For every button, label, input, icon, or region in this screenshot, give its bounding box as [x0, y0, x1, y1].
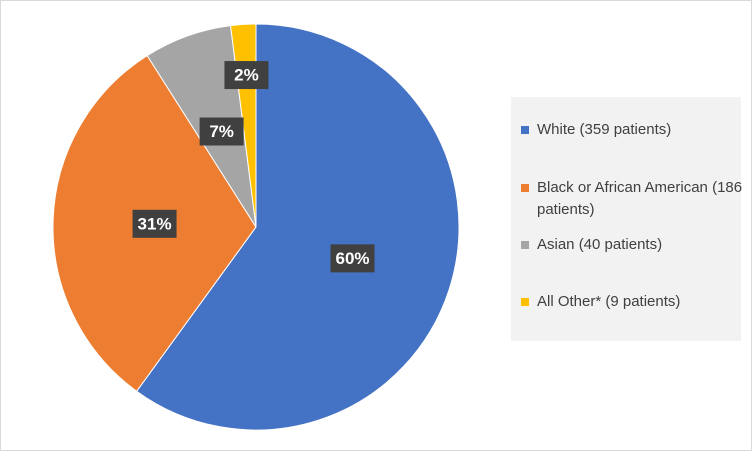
data-label-box [199, 117, 244, 146]
legend-swatch [521, 241, 529, 249]
legend-text: Asian (40 patients) [537, 236, 663, 253]
data-label-box [330, 244, 375, 273]
legend-text: White (359 patients) [537, 121, 672, 138]
legend-text: All Other* (9 patients) [537, 293, 681, 310]
data-label-text: 31% [138, 214, 172, 233]
legend: White (359 patients) Black or African Ame… [511, 97, 742, 341]
legend-text: Black or African American (186 patients) [537, 179, 743, 218]
data-label-text: 60% [336, 249, 370, 268]
pie-slice [135, 23, 460, 431]
legend-item: Asian (40 patients) [521, 234, 751, 256]
legend-swatch [521, 126, 529, 134]
data-label: 60% [330, 244, 375, 273]
data-label-text: 2% [234, 66, 259, 85]
data-label-box [132, 209, 177, 238]
legend-item: All Other* (9 patients) [521, 291, 751, 313]
data-label-text: 7% [209, 122, 234, 141]
legend-swatch [521, 298, 529, 306]
legend-swatch [521, 184, 529, 192]
data-label-box [224, 61, 269, 90]
legend-item: Black or African American (186 patients) [521, 177, 751, 221]
legend-item: White (359 patients) [521, 119, 751, 141]
data-label: 7% [199, 117, 244, 146]
data-label: 31% [132, 209, 177, 238]
data-label: 2% [224, 61, 269, 90]
